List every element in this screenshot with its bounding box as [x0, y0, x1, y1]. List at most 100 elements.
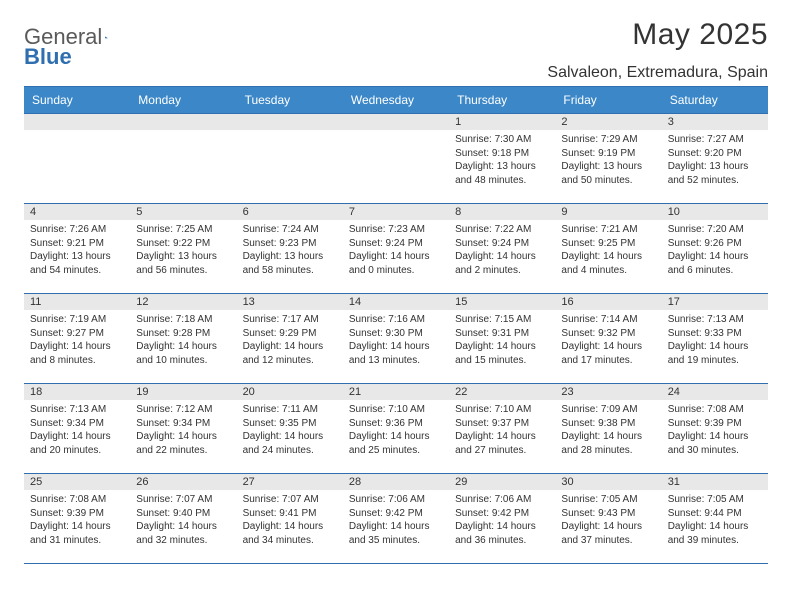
weekday-header: Friday	[555, 87, 661, 114]
calendar-cell: 11Sunrise: 7:19 AMSunset: 9:27 PMDayligh…	[24, 294, 130, 384]
calendar-cell: 10Sunrise: 7:20 AMSunset: 9:26 PMDayligh…	[662, 204, 768, 294]
calendar-cell: 18Sunrise: 7:13 AMSunset: 9:34 PMDayligh…	[24, 384, 130, 474]
day-data: Sunrise: 7:27 AMSunset: 9:20 PMDaylight:…	[662, 130, 768, 189]
day-number: 18	[24, 384, 130, 400]
day-data: Sunrise: 7:09 AMSunset: 9:38 PMDaylight:…	[555, 400, 661, 459]
day-data: Sunrise: 7:18 AMSunset: 9:28 PMDaylight:…	[130, 310, 236, 369]
day-number: 19	[130, 384, 236, 400]
calendar-row: 18Sunrise: 7:13 AMSunset: 9:34 PMDayligh…	[24, 384, 768, 474]
calendar-cell: 19Sunrise: 7:12 AMSunset: 9:34 PMDayligh…	[130, 384, 236, 474]
day-data: Sunrise: 7:10 AMSunset: 9:37 PMDaylight:…	[449, 400, 555, 459]
day-data: Sunrise: 7:08 AMSunset: 9:39 PMDaylight:…	[662, 400, 768, 459]
calendar-cell: 7Sunrise: 7:23 AMSunset: 9:24 PMDaylight…	[343, 204, 449, 294]
calendar-cell: 4Sunrise: 7:26 AMSunset: 9:21 PMDaylight…	[24, 204, 130, 294]
day-data: Sunrise: 7:25 AMSunset: 9:22 PMDaylight:…	[130, 220, 236, 279]
day-number: 2	[555, 114, 661, 130]
calendar-cell	[237, 114, 343, 204]
calendar-cell: 20Sunrise: 7:11 AMSunset: 9:35 PMDayligh…	[237, 384, 343, 474]
day-number: 12	[130, 294, 236, 310]
day-number: 15	[449, 294, 555, 310]
day-data: Sunrise: 7:07 AMSunset: 9:40 PMDaylight:…	[130, 490, 236, 549]
day-data: Sunrise: 7:21 AMSunset: 9:25 PMDaylight:…	[555, 220, 661, 279]
calendar-cell: 3Sunrise: 7:27 AMSunset: 9:20 PMDaylight…	[662, 114, 768, 204]
day-data: Sunrise: 7:06 AMSunset: 9:42 PMDaylight:…	[449, 490, 555, 549]
empty-day-band	[24, 114, 130, 130]
calendar-row: 4Sunrise: 7:26 AMSunset: 9:21 PMDaylight…	[24, 204, 768, 294]
day-number: 7	[343, 204, 449, 220]
day-number: 3	[662, 114, 768, 130]
day-number: 23	[555, 384, 661, 400]
calendar-row: 11Sunrise: 7:19 AMSunset: 9:27 PMDayligh…	[24, 294, 768, 384]
calendar-cell	[130, 114, 236, 204]
day-data: Sunrise: 7:05 AMSunset: 9:43 PMDaylight:…	[555, 490, 661, 549]
day-number: 26	[130, 474, 236, 490]
day-number: 6	[237, 204, 343, 220]
day-data: Sunrise: 7:15 AMSunset: 9:31 PMDaylight:…	[449, 310, 555, 369]
day-number: 25	[24, 474, 130, 490]
day-number: 11	[24, 294, 130, 310]
calendar-cell	[343, 114, 449, 204]
month-title: May 2025	[632, 18, 768, 52]
day-number: 13	[237, 294, 343, 310]
logo-text-b: Blue	[24, 44, 72, 69]
day-data: Sunrise: 7:11 AMSunset: 9:35 PMDaylight:…	[237, 400, 343, 459]
day-number: 24	[662, 384, 768, 400]
calendar-row: 25Sunrise: 7:08 AMSunset: 9:39 PMDayligh…	[24, 474, 768, 564]
header: General May 2025	[24, 18, 768, 52]
empty-day-band	[237, 114, 343, 130]
day-data: Sunrise: 7:07 AMSunset: 9:41 PMDaylight:…	[237, 490, 343, 549]
calendar-cell: 8Sunrise: 7:22 AMSunset: 9:24 PMDaylight…	[449, 204, 555, 294]
calendar-cell: 5Sunrise: 7:25 AMSunset: 9:22 PMDaylight…	[130, 204, 236, 294]
day-number: 21	[343, 384, 449, 400]
day-number: 10	[662, 204, 768, 220]
day-number: 5	[130, 204, 236, 220]
day-data: Sunrise: 7:22 AMSunset: 9:24 PMDaylight:…	[449, 220, 555, 279]
calendar-cell: 26Sunrise: 7:07 AMSunset: 9:40 PMDayligh…	[130, 474, 236, 564]
day-data: Sunrise: 7:23 AMSunset: 9:24 PMDaylight:…	[343, 220, 449, 279]
weekday-header: Saturday	[662, 87, 768, 114]
weekday-header: Wednesday	[343, 87, 449, 114]
logo-triangle-icon	[105, 29, 108, 45]
calendar-cell: 22Sunrise: 7:10 AMSunset: 9:37 PMDayligh…	[449, 384, 555, 474]
calendar-cell: 16Sunrise: 7:14 AMSunset: 9:32 PMDayligh…	[555, 294, 661, 384]
day-data: Sunrise: 7:14 AMSunset: 9:32 PMDaylight:…	[555, 310, 661, 369]
day-number: 30	[555, 474, 661, 490]
calendar-cell: 23Sunrise: 7:09 AMSunset: 9:38 PMDayligh…	[555, 384, 661, 474]
day-data: Sunrise: 7:13 AMSunset: 9:34 PMDaylight:…	[24, 400, 130, 459]
calendar-cell: 27Sunrise: 7:07 AMSunset: 9:41 PMDayligh…	[237, 474, 343, 564]
title-block: May 2025	[632, 18, 768, 52]
day-number: 14	[343, 294, 449, 310]
day-number: 22	[449, 384, 555, 400]
empty-day-band	[343, 114, 449, 130]
day-number: 8	[449, 204, 555, 220]
calendar-cell: 30Sunrise: 7:05 AMSunset: 9:43 PMDayligh…	[555, 474, 661, 564]
day-data: Sunrise: 7:30 AMSunset: 9:18 PMDaylight:…	[449, 130, 555, 189]
day-number: 31	[662, 474, 768, 490]
calendar-table: SundayMondayTuesdayWednesdayThursdayFrid…	[24, 87, 768, 564]
calendar-cell: 21Sunrise: 7:10 AMSunset: 9:36 PMDayligh…	[343, 384, 449, 474]
day-number: 28	[343, 474, 449, 490]
calendar-cell: 6Sunrise: 7:24 AMSunset: 9:23 PMDaylight…	[237, 204, 343, 294]
day-number: 29	[449, 474, 555, 490]
weekday-header: Monday	[130, 87, 236, 114]
calendar-cell: 2Sunrise: 7:29 AMSunset: 9:19 PMDaylight…	[555, 114, 661, 204]
calendar-cell: 14Sunrise: 7:16 AMSunset: 9:30 PMDayligh…	[343, 294, 449, 384]
calendar-cell: 17Sunrise: 7:13 AMSunset: 9:33 PMDayligh…	[662, 294, 768, 384]
day-data: Sunrise: 7:24 AMSunset: 9:23 PMDaylight:…	[237, 220, 343, 279]
weekday-header: Tuesday	[237, 87, 343, 114]
day-data: Sunrise: 7:17 AMSunset: 9:29 PMDaylight:…	[237, 310, 343, 369]
weekday-header-row: SundayMondayTuesdayWednesdayThursdayFrid…	[24, 87, 768, 114]
calendar-cell: 12Sunrise: 7:18 AMSunset: 9:28 PMDayligh…	[130, 294, 236, 384]
calendar-cell: 24Sunrise: 7:08 AMSunset: 9:39 PMDayligh…	[662, 384, 768, 474]
day-number: 4	[24, 204, 130, 220]
day-data: Sunrise: 7:16 AMSunset: 9:30 PMDaylight:…	[343, 310, 449, 369]
calendar-cell: 29Sunrise: 7:06 AMSunset: 9:42 PMDayligh…	[449, 474, 555, 564]
day-number: 17	[662, 294, 768, 310]
calendar-page: General May 2025 Blue Salvaleon, Extrema…	[0, 0, 792, 574]
day-number: 9	[555, 204, 661, 220]
location-text: Salvaleon, Extremadura, Spain	[24, 64, 768, 87]
day-data: Sunrise: 7:29 AMSunset: 9:19 PMDaylight:…	[555, 130, 661, 189]
calendar-cell: 25Sunrise: 7:08 AMSunset: 9:39 PMDayligh…	[24, 474, 130, 564]
day-data: Sunrise: 7:13 AMSunset: 9:33 PMDaylight:…	[662, 310, 768, 369]
day-data: Sunrise: 7:10 AMSunset: 9:36 PMDaylight:…	[343, 400, 449, 459]
